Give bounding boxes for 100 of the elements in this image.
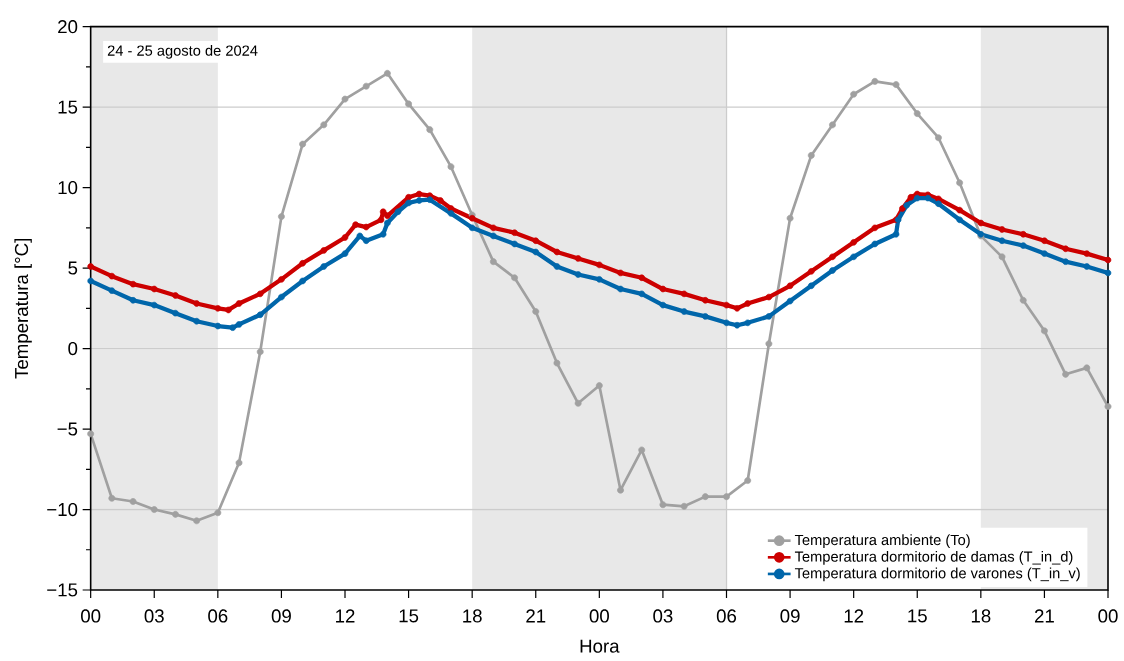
point	[299, 259, 306, 267]
point	[744, 300, 751, 307]
point	[892, 231, 900, 238]
point	[415, 197, 423, 204]
point	[229, 324, 236, 331]
x-tick-label: 12	[844, 609, 864, 623]
point	[256, 311, 264, 319]
point	[320, 121, 328, 129]
point	[129, 280, 137, 288]
point	[680, 308, 688, 315]
point	[850, 253, 857, 261]
point	[384, 219, 391, 227]
point	[850, 90, 858, 98]
point	[1041, 327, 1048, 335]
point	[352, 221, 359, 228]
point	[172, 309, 179, 317]
x-tick-label: 18	[971, 609, 991, 623]
point	[426, 196, 434, 203]
y-tick-label: −5	[57, 422, 78, 436]
point	[935, 134, 942, 142]
point	[235, 300, 243, 307]
point	[532, 308, 540, 315]
point	[638, 446, 646, 454]
point	[744, 477, 752, 484]
point	[680, 290, 688, 298]
point	[574, 399, 582, 407]
x-tick-label: 00	[1098, 609, 1118, 623]
point	[341, 250, 349, 257]
point	[362, 223, 370, 231]
point	[511, 229, 518, 236]
x-tick-label: 00	[81, 609, 101, 623]
point	[617, 269, 624, 277]
point	[405, 194, 412, 201]
point	[553, 263, 561, 270]
point	[935, 200, 942, 207]
point	[786, 297, 794, 305]
point	[150, 506, 158, 513]
point	[871, 240, 879, 248]
point	[998, 226, 1006, 233]
point	[907, 194, 915, 201]
point	[193, 317, 200, 325]
point	[871, 77, 879, 85]
point	[489, 258, 497, 266]
point	[956, 179, 964, 187]
point	[193, 517, 201, 525]
point	[913, 110, 921, 117]
point	[807, 152, 815, 159]
point	[617, 285, 624, 293]
point	[356, 232, 364, 240]
point	[574, 271, 582, 278]
x-tick-label: 09	[780, 609, 800, 623]
point	[956, 206, 963, 214]
point	[362, 82, 370, 90]
point	[278, 276, 285, 283]
point	[786, 214, 794, 222]
point	[808, 282, 815, 290]
point	[903, 202, 910, 209]
point	[765, 293, 773, 301]
point	[702, 297, 709, 304]
y-axis-title: Temperatura [°C]	[14, 239, 32, 379]
point	[129, 297, 137, 304]
point	[1019, 231, 1027, 238]
point	[1083, 250, 1091, 257]
point	[596, 261, 603, 269]
point	[765, 313, 773, 320]
point	[659, 301, 667, 309]
point	[998, 253, 1006, 261]
point	[405, 100, 412, 108]
point	[829, 267, 836, 274]
point	[1104, 269, 1112, 277]
point	[278, 293, 285, 301]
point	[1062, 245, 1069, 253]
point	[1041, 237, 1048, 244]
point	[659, 285, 667, 293]
point	[172, 510, 179, 518]
point	[765, 340, 773, 348]
point	[447, 210, 455, 217]
point	[108, 494, 116, 502]
point	[850, 239, 857, 246]
point	[808, 268, 815, 275]
point	[299, 140, 307, 148]
y-tick-label: −10	[47, 502, 78, 517]
point	[150, 285, 158, 293]
point	[377, 216, 385, 224]
point	[733, 321, 741, 329]
point	[638, 290, 645, 298]
point	[680, 502, 688, 510]
point	[786, 282, 794, 290]
point	[744, 319, 751, 327]
point	[129, 498, 137, 505]
point	[256, 348, 264, 356]
point	[899, 205, 906, 212]
point	[235, 321, 243, 328]
point	[723, 301, 730, 309]
point	[256, 290, 264, 298]
point	[1083, 364, 1091, 372]
point	[87, 277, 94, 285]
point	[532, 237, 540, 244]
point	[214, 322, 222, 330]
point	[1083, 263, 1091, 270]
